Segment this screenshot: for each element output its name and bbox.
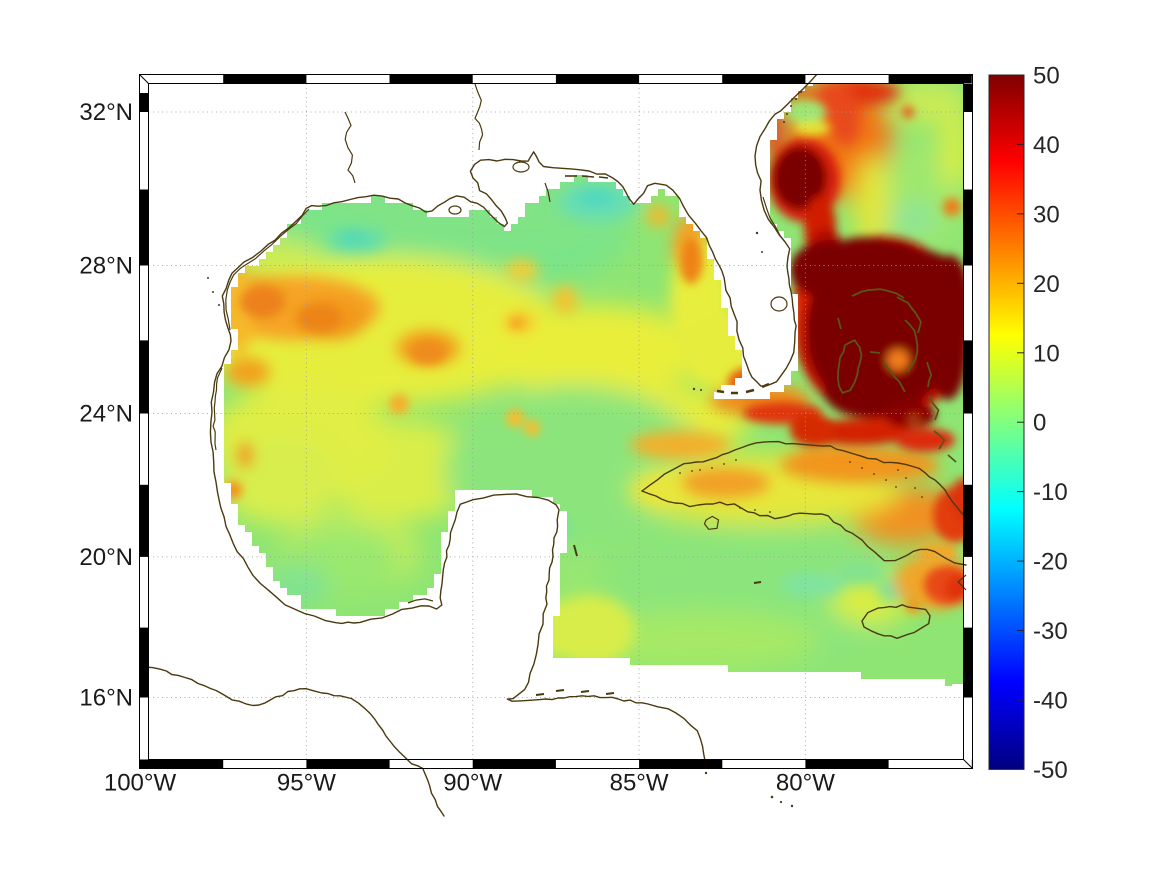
svg-text:20°N: 20°N — [79, 544, 133, 571]
svg-text:-40: -40 — [1033, 688, 1068, 715]
svg-text:30: 30 — [1033, 201, 1060, 228]
svg-text:16°N: 16°N — [79, 685, 133, 712]
svg-text:-10: -10 — [1033, 479, 1068, 506]
svg-text:20: 20 — [1033, 271, 1060, 298]
svg-text:85°W: 85°W — [610, 770, 669, 797]
svg-text:90°W: 90°W — [443, 770, 502, 797]
svg-text:24°N: 24°N — [79, 401, 133, 428]
svg-text:-30: -30 — [1033, 618, 1068, 645]
svg-text:28°N: 28°N — [79, 253, 133, 280]
svg-text:80°W: 80°W — [776, 770, 835, 797]
svg-text:40: 40 — [1033, 132, 1060, 159]
svg-text:95°W: 95°W — [277, 770, 336, 797]
svg-text:10: 10 — [1033, 340, 1060, 367]
svg-text:50: 50 — [1033, 63, 1060, 90]
svg-text:-50: -50 — [1033, 757, 1068, 784]
svg-text:0: 0 — [1033, 410, 1046, 437]
svg-text:100°W: 100°W — [104, 770, 177, 797]
svg-text:32°N: 32°N — [79, 99, 133, 126]
svg-text:-20: -20 — [1033, 549, 1068, 576]
